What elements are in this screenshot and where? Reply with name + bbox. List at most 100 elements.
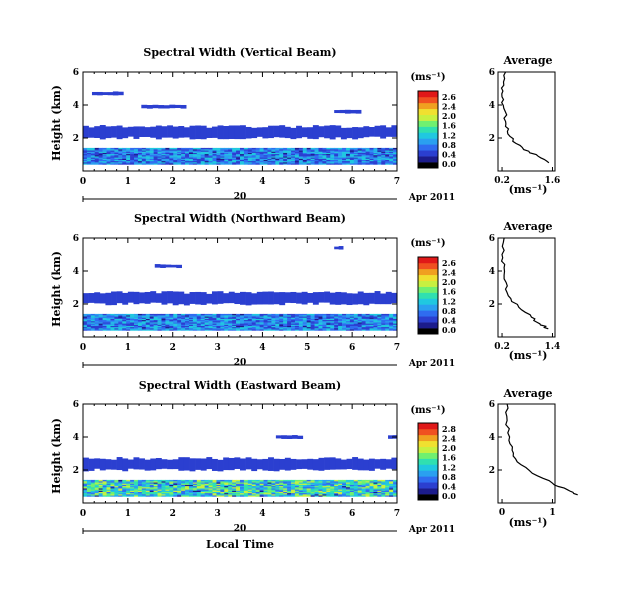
echo-cell <box>247 486 253 489</box>
echo-cell <box>212 495 217 497</box>
x-tick-label: 7 <box>394 343 400 353</box>
echo-cell <box>177 318 182 321</box>
echo-cell <box>251 494 256 496</box>
echo-cell <box>98 313 103 316</box>
echo-cell <box>259 160 264 163</box>
echo-cell <box>275 162 280 164</box>
echo-cell <box>181 322 186 324</box>
echo-cell <box>90 329 96 331</box>
echo-cell <box>267 495 272 497</box>
echo-cell <box>98 484 103 487</box>
echo-cell <box>369 325 374 328</box>
echo-cell <box>212 318 217 321</box>
echo-cell <box>385 485 390 488</box>
echo-cell <box>310 482 315 484</box>
echo-cell <box>283 484 288 487</box>
echo-cell <box>322 486 327 489</box>
echo-cell <box>243 159 249 162</box>
echo-cell <box>385 484 390 487</box>
echo-cell <box>106 490 111 492</box>
echo-cell <box>216 329 221 331</box>
echo-cell <box>357 488 362 490</box>
echo-cell <box>310 328 315 330</box>
echo-cell <box>161 153 166 156</box>
echo-cell <box>385 149 390 151</box>
echo-cell <box>234 125 241 140</box>
echo-cell <box>369 157 374 159</box>
echo-cell <box>353 494 359 496</box>
echo-cell <box>98 494 103 496</box>
colorbar-swatch <box>418 316 438 323</box>
echo-cell <box>271 317 276 319</box>
echo-cell <box>149 328 154 330</box>
echo-cell <box>212 149 217 151</box>
echo-cell <box>342 489 347 491</box>
echo-cell <box>232 156 237 158</box>
echo-cell <box>240 159 245 162</box>
echo-cell <box>287 323 292 325</box>
echo-cell <box>283 320 288 323</box>
echo-cell <box>145 494 151 496</box>
echo-cell <box>334 147 339 150</box>
echo-cell <box>247 324 253 326</box>
echo-cell <box>181 488 186 490</box>
echo-cell <box>153 150 158 152</box>
echo-cell <box>145 329 151 331</box>
echo-cell <box>267 163 272 165</box>
echo-cell <box>287 154 292 157</box>
echo-cell <box>306 315 311 317</box>
echo-cell <box>161 159 166 162</box>
echo-cell <box>94 324 99 326</box>
echo-cell <box>83 457 89 472</box>
echo-cell <box>216 317 221 319</box>
echo-cell <box>130 485 135 488</box>
echo-cell <box>86 162 92 164</box>
echo-cell <box>365 491 370 494</box>
echo-cell <box>196 162 202 164</box>
echo-cell <box>310 147 315 150</box>
echo-cell <box>361 485 366 488</box>
echo-cell <box>243 479 249 482</box>
echo-cell <box>212 494 217 496</box>
echo-cell <box>369 158 374 160</box>
echo-cell <box>306 329 311 331</box>
echo-cell <box>318 158 323 160</box>
echo-cell <box>177 329 182 331</box>
echo-cell <box>335 458 342 470</box>
echo-cell <box>338 494 343 496</box>
echo-cell <box>357 326 362 329</box>
echo-cell <box>342 326 347 329</box>
echo-cell <box>134 154 139 157</box>
echo-cell <box>137 485 143 488</box>
echo-cell <box>86 318 92 321</box>
echo-cell <box>365 328 370 330</box>
echo-cell <box>243 163 249 165</box>
echo-cell <box>180 104 187 109</box>
echo-cell <box>287 324 292 326</box>
echo-cell <box>377 323 382 325</box>
echo-cell <box>357 479 362 482</box>
echo-cell <box>122 329 127 331</box>
echo-cell <box>334 481 339 483</box>
echo-cell <box>330 149 335 151</box>
x-tick-label: 3 <box>214 509 220 519</box>
echo-cell <box>318 479 323 482</box>
echo-cell <box>224 495 229 497</box>
echo-cell <box>380 125 387 139</box>
echo-cell <box>267 494 272 496</box>
echo-cell <box>361 483 366 485</box>
echo-cell <box>114 325 119 328</box>
echo-cell <box>283 495 288 497</box>
echo-cell <box>177 152 182 155</box>
echo-cell <box>211 291 218 305</box>
echo-cell <box>310 486 315 489</box>
echo-cell <box>314 157 319 159</box>
echo-cell <box>298 489 304 491</box>
echo-cell <box>177 324 182 326</box>
echo-cell <box>361 160 366 163</box>
echo-cell <box>134 483 139 485</box>
echo-cell <box>267 324 272 326</box>
echo-cell <box>134 157 139 159</box>
echo-cell <box>345 325 351 328</box>
echo-cell <box>263 150 268 152</box>
